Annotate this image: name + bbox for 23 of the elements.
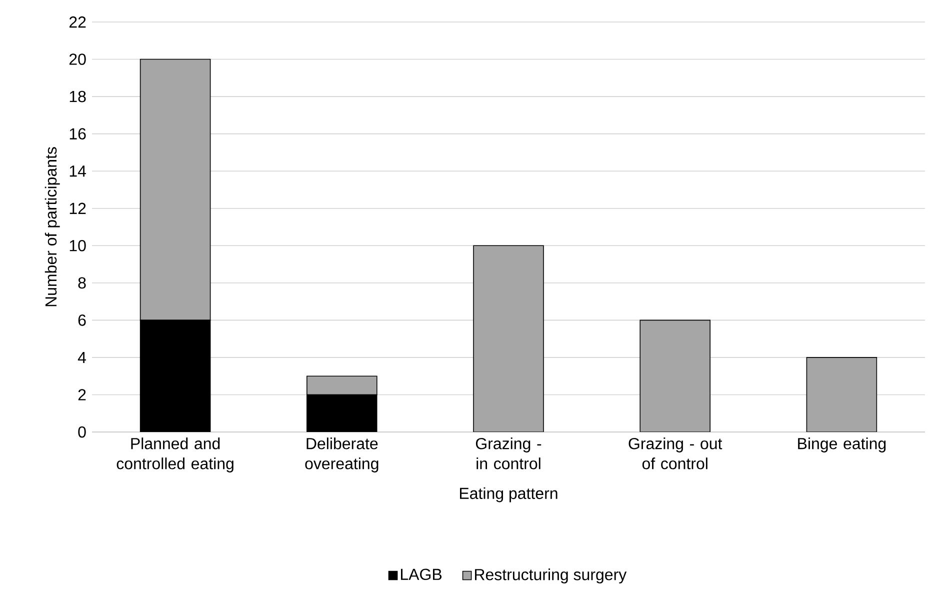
bar (306, 376, 378, 396)
y-axis-title: Number of participants (44, 147, 60, 306)
x-tick-label: Planned and controlled eating (116, 438, 234, 472)
y-tick-label: 0 (78, 426, 86, 438)
y-tick-label: 16 (70, 128, 86, 140)
y-tick-label: 4 (78, 352, 86, 363)
x-tick-label: Grazing - out of control (628, 438, 722, 470)
x-tick-label: Deliberate overeating (305, 438, 378, 472)
y-tick-label: 22 (69, 16, 86, 28)
x-tick-label: Binge eating (798, 438, 886, 452)
y-tick-label: 18 (70, 90, 86, 102)
legend-label: Restructuring surgery (475, 568, 627, 584)
y-tick-label: 20 (69, 54, 86, 65)
y-tick-label: 2 (78, 389, 86, 400)
y-tick-label: 12 (70, 202, 86, 214)
legend-label: LAGB (401, 568, 442, 580)
x-axis-title: Eating pattern (460, 487, 558, 502)
bar (140, 58, 211, 321)
x-tick-label: Grazing - in control (476, 438, 542, 470)
y-tick-label: 10 (70, 240, 86, 252)
y-tick-label: 14 (70, 166, 86, 177)
y-tick-label: 6 (78, 314, 86, 326)
y-tick-label: 8 (78, 277, 86, 289)
